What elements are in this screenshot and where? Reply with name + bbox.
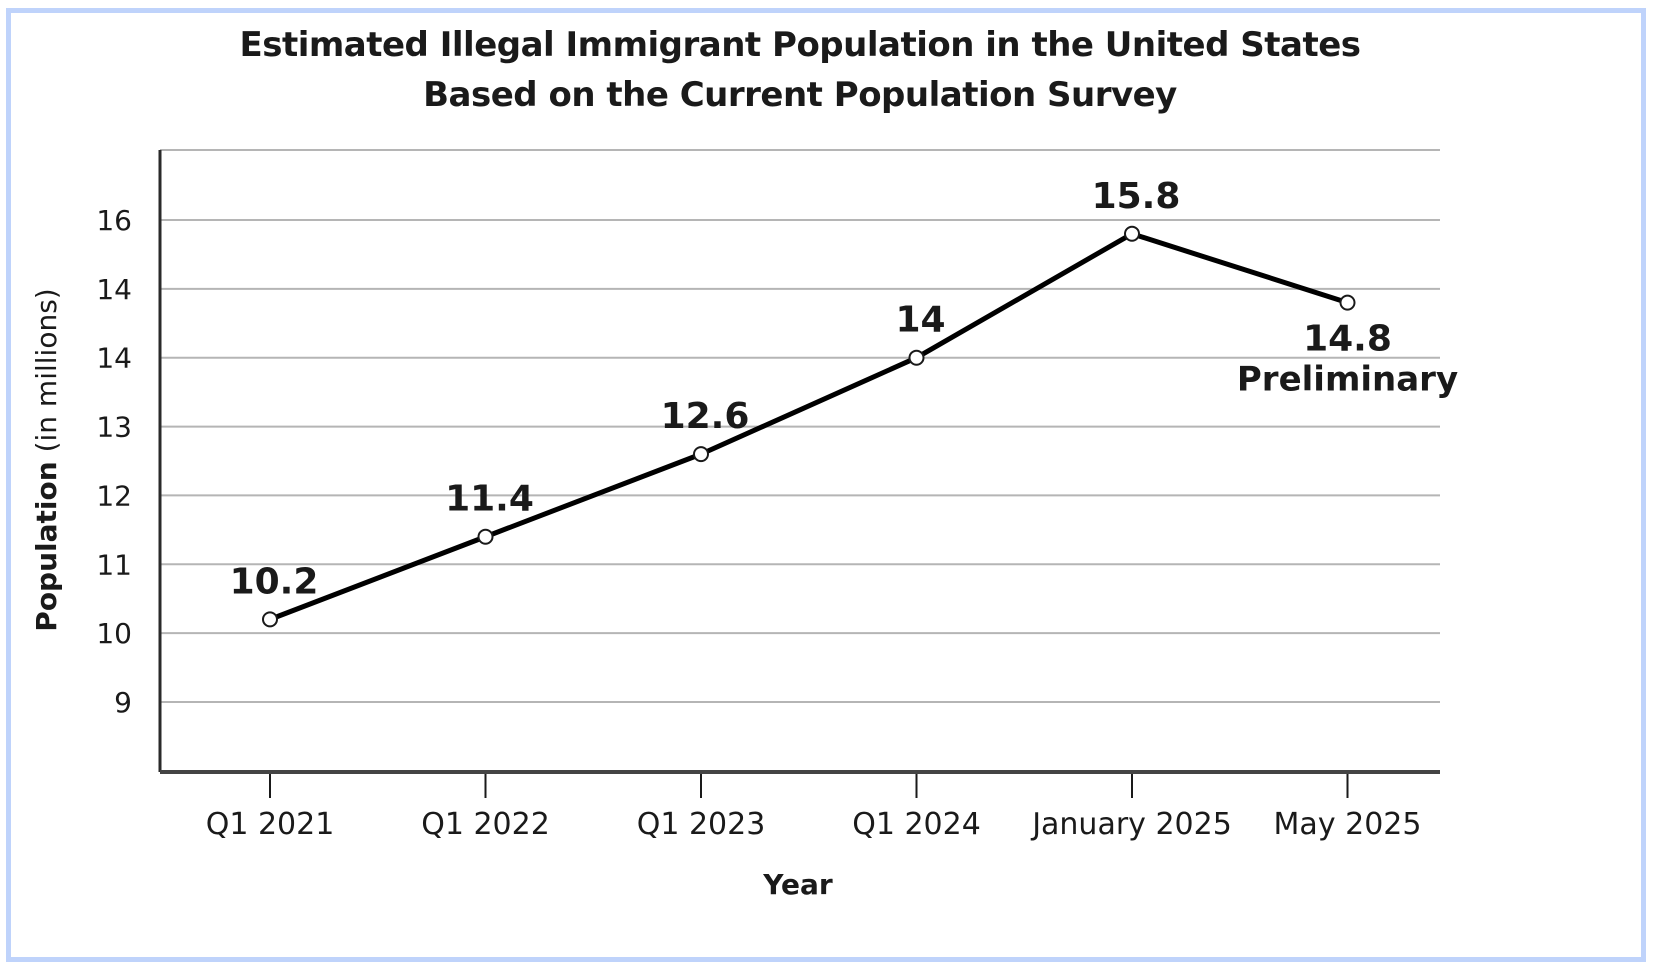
y-axis-title: Population (in millions) xyxy=(30,288,63,631)
data-point xyxy=(477,528,494,545)
x-tick-label: May 2025 xyxy=(1274,807,1422,842)
x-axis-title: Year xyxy=(762,868,833,901)
data-label: 11.4 xyxy=(445,479,534,520)
data-label: 12.6 xyxy=(661,396,750,437)
x-tick-label: Q1 2022 xyxy=(421,807,550,842)
data-label: 14 xyxy=(895,300,945,341)
chart-title-block: Estimated Illegal Immigrant Population i… xyxy=(0,20,1600,120)
x-tick-label: Q1 2023 xyxy=(637,807,766,842)
y-tick-label: 9 xyxy=(114,686,132,719)
annotation-label: Preliminary xyxy=(1237,360,1458,400)
data-point xyxy=(693,446,709,463)
y-axis-ticks: 9 10 11 12 13 14 14 16 xyxy=(96,204,132,719)
series-line xyxy=(269,231,1349,622)
y-axis-title-bold: Population xyxy=(30,461,63,631)
y-tick-label: 10 xyxy=(96,617,132,650)
gridlines xyxy=(160,149,1440,703)
data-point xyxy=(908,349,925,366)
x-tick-label: Q1 2021 xyxy=(206,807,335,842)
y-tick-label: 13 xyxy=(96,411,132,444)
y-axis-title-light: (in millions) xyxy=(30,288,63,461)
chart-frame xyxy=(6,8,1646,962)
x-tick-label: Q1 2024 xyxy=(852,807,981,842)
data-label: 15.8 xyxy=(1092,176,1181,217)
chart-subtitle: Based on the Current Population Survey xyxy=(423,75,1177,115)
y-tick-label: 14 xyxy=(96,342,132,375)
data-point xyxy=(1339,294,1356,311)
data-label: 14.8 xyxy=(1303,319,1392,360)
data-point xyxy=(1124,225,1140,242)
y-tick-label: 11 xyxy=(96,548,132,581)
x-tick-label: January 2025 xyxy=(1030,807,1232,842)
y-tick-label: 14 xyxy=(96,273,132,306)
x-axis-ticks: Q1 2021 Q1 2022 Q1 2023 Q1 2024 January 2025… xyxy=(206,772,1422,842)
chart-title: Estimated Illegal Immigrant Population i… xyxy=(239,25,1362,65)
series-line-group xyxy=(262,225,1356,628)
data-label: 10.2 xyxy=(230,561,319,602)
y-tick-label: 16 xyxy=(96,204,132,237)
y-tick-label: 12 xyxy=(96,479,132,512)
data-point xyxy=(262,611,278,628)
